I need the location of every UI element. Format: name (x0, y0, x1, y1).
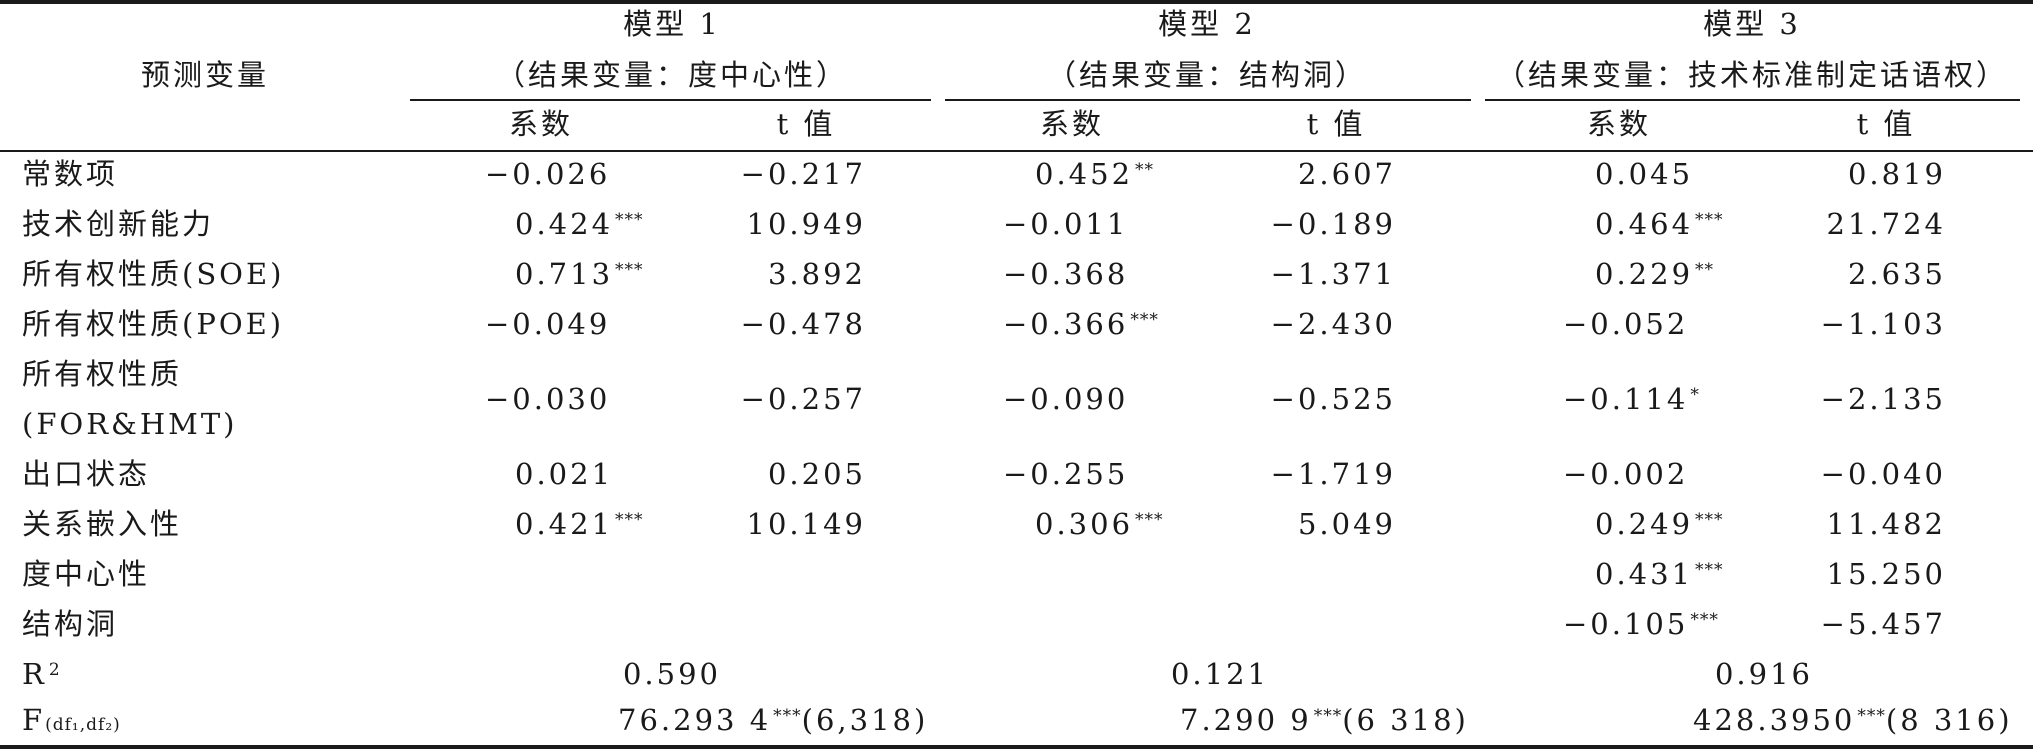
row-label: 结构洞 (22, 607, 119, 641)
model3-title: 模型 3 (1703, 7, 1801, 41)
m1-t: −0.257 (740, 382, 866, 416)
m1-t: −0.478 (740, 307, 866, 341)
m3-coef: −0.105 *** (1563, 607, 1719, 641)
sig-stars: *** (1695, 210, 1724, 230)
m2-t-header: t 值 (1306, 107, 1366, 141)
m1-coef: 0.424 *** (515, 207, 644, 241)
m2-coef: 0.306 *** (1035, 507, 1164, 541)
row-label: 所有权性质 (22, 357, 183, 391)
sig-stars: *** (1135, 510, 1164, 530)
sig-stars: ** (1135, 160, 1155, 180)
row-label: 常数项 (22, 157, 119, 191)
m3-t-header: t 值 (1856, 107, 1916, 141)
m1-t: −0.217 (740, 157, 866, 191)
m1-coef: 0.713 *** (515, 257, 644, 291)
sig-stars: * (1690, 385, 1700, 405)
m2-t: −0.525 (1270, 382, 1396, 416)
m2-coef: −0.255 (1003, 457, 1129, 491)
m3-coef: −0.114 * (1563, 382, 1700, 416)
m2-t: −2.430 (1270, 307, 1396, 341)
m3-coef: 0.045 (1595, 157, 1694, 191)
m1-t: 3.892 (767, 257, 866, 291)
m2-coef-header: 系数 (1039, 107, 1105, 141)
sig-stars: *** (1130, 310, 1159, 330)
m2-coef: −0.090 (1003, 382, 1129, 416)
m3-coef: −0.052 (1563, 307, 1689, 341)
m3-t: 11.482 (1826, 507, 1946, 541)
m3-t: −1.103 (1820, 307, 1946, 341)
m2-coef: −0.366 *** (1003, 307, 1159, 341)
model1-header-rule (410, 99, 931, 101)
sig-stars: *** (773, 706, 802, 726)
m1-coef: −0.049 (485, 307, 611, 341)
m3-t: −2.135 (1820, 382, 1946, 416)
top-rule (0, 0, 2033, 4)
m3-f: 428.3950 ***(8 316) (1693, 703, 2013, 737)
m3-t: 0.819 (1847, 157, 1946, 191)
m1-f: 76.293 4 ***(6,318) (618, 703, 929, 737)
m2-t: −1.371 (1270, 257, 1396, 291)
row-label: 所有权性质(POE) (22, 307, 285, 341)
m2-r2: 0.121 (1170, 657, 1270, 691)
header-bottom-rule (0, 150, 2033, 152)
m1-t: 0.205 (767, 457, 866, 491)
m1-t-header: t 值 (776, 107, 836, 141)
model1-title: 模型 1 (623, 7, 721, 41)
row-label: 出口状态 (22, 457, 151, 491)
m3-coef: 0.431 *** (1595, 557, 1724, 591)
m1-coef: −0.026 (485, 157, 611, 191)
sig-stars: *** (1857, 706, 1886, 726)
m3-t: −0.040 (1820, 457, 1946, 491)
sig-stars: ** (1695, 260, 1715, 280)
sig-stars: *** (615, 210, 644, 230)
model3-header-rule (1485, 99, 2020, 101)
m2-coef: −0.011 (1003, 207, 1129, 241)
m3-coef-header: 系数 (1586, 107, 1652, 141)
model2-header-rule (945, 99, 1471, 101)
m1-coef: −0.030 (485, 382, 611, 416)
row-label: 度中心性 (22, 557, 151, 591)
m3-t: 2.635 (1847, 257, 1946, 291)
m2-f: 7.290 9 ***(6 318) (1180, 703, 1469, 737)
m1-coef: 0.021 (515, 457, 614, 491)
m2-t: −1.719 (1270, 457, 1396, 491)
m1-coef: 0.421 *** (515, 507, 644, 541)
row-label: 所有权性质(SOE) (22, 257, 285, 291)
model2-dv: （结果变量：结构洞） (1046, 58, 1368, 92)
m3-coef: −0.002 (1563, 457, 1689, 491)
sig-stars: *** (1690, 610, 1719, 630)
m2-coef: −0.368 (1003, 257, 1129, 291)
model2-title: 模型 2 (1158, 7, 1256, 41)
model3-dv: （结果变量：技术标准制定话语权） (1495, 58, 2009, 92)
m3-t: 15.250 (1826, 557, 1946, 591)
sig-stars: *** (1313, 706, 1343, 726)
predictor-header: 预测变量 (140, 58, 270, 92)
sig-stars: *** (1695, 560, 1724, 580)
sig-stars: *** (1695, 510, 1724, 530)
m2-coef: 0.452 ** (1035, 157, 1155, 191)
m3-coef: 0.249 *** (1595, 507, 1724, 541)
m3-t: −5.457 (1820, 607, 1946, 641)
sig-stars: *** (615, 260, 644, 280)
m3-t: 21.724 (1826, 207, 1946, 241)
row-label: 关系嵌入性 (22, 507, 183, 541)
m1-r2: 0.590 (622, 657, 722, 691)
m1-coef-header: 系数 (508, 107, 574, 141)
m1-t: 10.949 (746, 207, 866, 241)
m2-t: 5.049 (1297, 507, 1396, 541)
m1-t: 10.149 (746, 507, 866, 541)
m3-coef: 0.229 ** (1595, 257, 1715, 291)
f-label: F(df₁,df₂) (22, 703, 121, 737)
m3-r2: 0.916 (1714, 657, 1814, 691)
row-label: 技术创新能力 (22, 207, 215, 241)
bottom-rule (0, 745, 2033, 749)
row-label-line2: (FOR&HMT) (22, 407, 238, 441)
model1-dv: （结果变量：度中心性） (495, 58, 849, 92)
m3-coef: 0.464 *** (1595, 207, 1724, 241)
m2-t: −0.189 (1270, 207, 1396, 241)
sig-stars: *** (615, 510, 644, 530)
m2-t: 2.607 (1297, 157, 1396, 191)
